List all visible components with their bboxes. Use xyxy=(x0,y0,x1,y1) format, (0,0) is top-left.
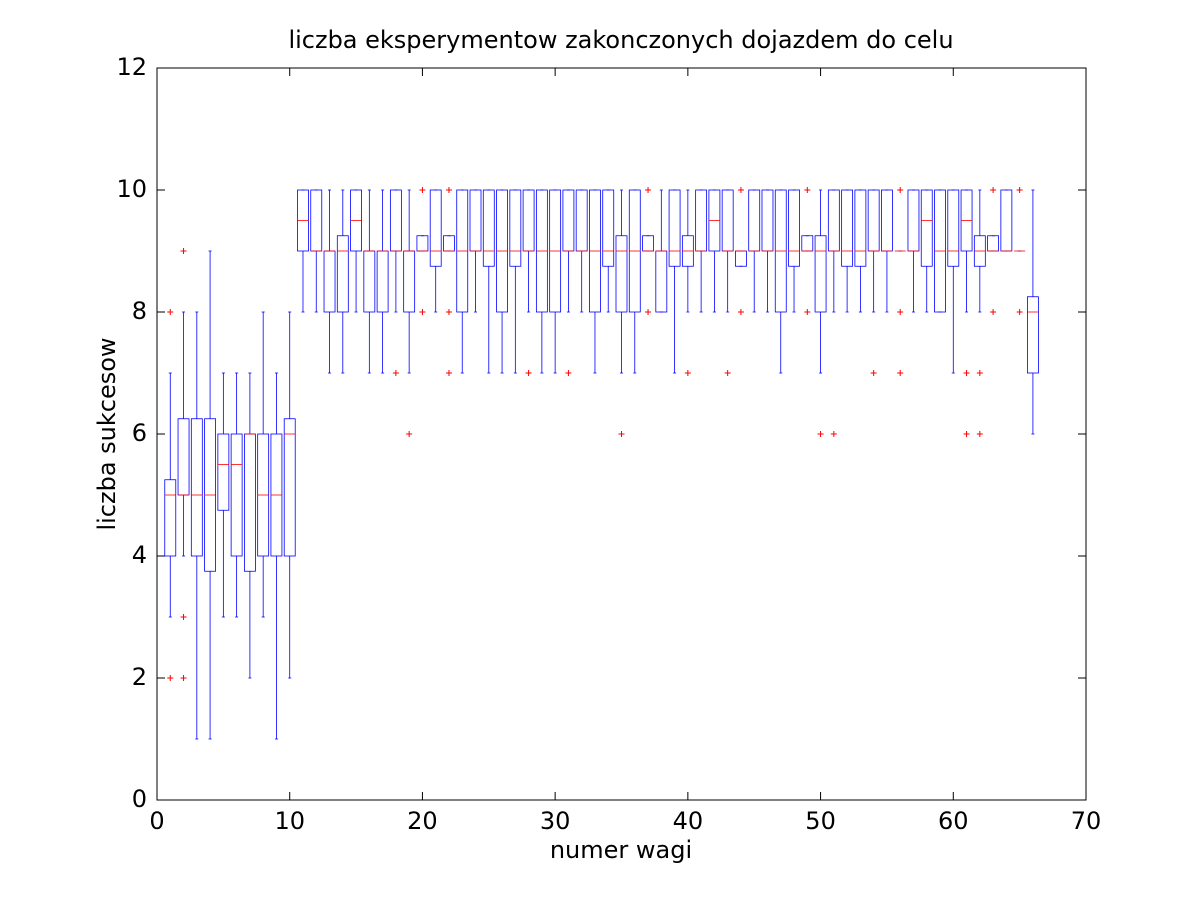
outlier xyxy=(419,309,426,315)
outlier xyxy=(897,187,904,193)
outlier xyxy=(419,187,426,193)
outlier xyxy=(830,431,837,437)
x-tick-label: 60 xyxy=(938,807,969,835)
box xyxy=(164,479,177,557)
box xyxy=(920,189,933,267)
x-tick-label: 30 xyxy=(540,807,571,835)
x-tick-label: 40 xyxy=(673,807,704,835)
box xyxy=(668,189,681,267)
outlier xyxy=(897,309,904,315)
box xyxy=(814,235,827,313)
y-tick-label: 10 xyxy=(116,175,147,203)
box xyxy=(1027,296,1039,374)
box xyxy=(509,189,522,267)
outlier xyxy=(167,309,174,315)
outlier xyxy=(897,370,904,376)
outlier xyxy=(445,187,452,193)
x-tick-label: 10 xyxy=(274,807,305,835)
x-axis-label: numer wagi xyxy=(550,836,692,864)
outlier xyxy=(737,187,744,193)
outlier xyxy=(684,370,691,376)
outlier xyxy=(976,431,983,437)
outlier xyxy=(525,370,532,376)
x-tick-label: 50 xyxy=(805,807,836,835)
outlier xyxy=(990,187,997,193)
outlier xyxy=(1016,187,1023,193)
y-tick-label: 0 xyxy=(132,785,147,813)
outlier xyxy=(1016,309,1023,315)
box xyxy=(602,189,615,267)
y-tick-label: 4 xyxy=(132,541,147,569)
box xyxy=(336,235,349,313)
outlier xyxy=(990,309,997,315)
outlier xyxy=(645,187,652,193)
outlier xyxy=(445,309,452,315)
y-tick-label: 6 xyxy=(132,419,147,447)
y-tick-label: 2 xyxy=(132,663,147,691)
outlier xyxy=(963,431,970,437)
outlier xyxy=(180,614,187,620)
chart-title: liczba eksperymentow zakonczonych dojazd… xyxy=(288,26,953,54)
outlier xyxy=(737,309,744,315)
outlier xyxy=(645,309,652,315)
box xyxy=(854,189,867,267)
y-axis-label: liczba sukcesow xyxy=(93,337,121,530)
box xyxy=(615,235,628,313)
y-tick-label: 8 xyxy=(132,297,147,325)
outlier xyxy=(167,675,174,681)
outlier xyxy=(618,431,625,437)
outlier xyxy=(817,431,824,437)
x-tick-label: 20 xyxy=(407,807,438,835)
outlier xyxy=(392,370,399,376)
outlier xyxy=(180,248,187,254)
outlier xyxy=(870,370,877,376)
outlier xyxy=(804,309,811,315)
box xyxy=(217,433,230,511)
outlier xyxy=(406,431,413,437)
x-tick-label: 70 xyxy=(1071,807,1102,835)
box xyxy=(230,433,243,557)
box xyxy=(482,189,495,267)
outlier xyxy=(180,675,187,681)
outlier xyxy=(565,370,572,376)
box xyxy=(283,418,296,557)
x-tick-label: 0 xyxy=(149,807,164,835)
box xyxy=(841,189,854,267)
box xyxy=(947,189,960,267)
outlier xyxy=(724,370,731,376)
box xyxy=(788,189,800,267)
outlier xyxy=(804,187,811,193)
outlier xyxy=(976,370,983,376)
outlier xyxy=(963,370,970,376)
outlier xyxy=(445,370,452,376)
y-tick-label: 12 xyxy=(116,53,147,81)
box xyxy=(429,189,442,267)
box xyxy=(190,418,203,557)
